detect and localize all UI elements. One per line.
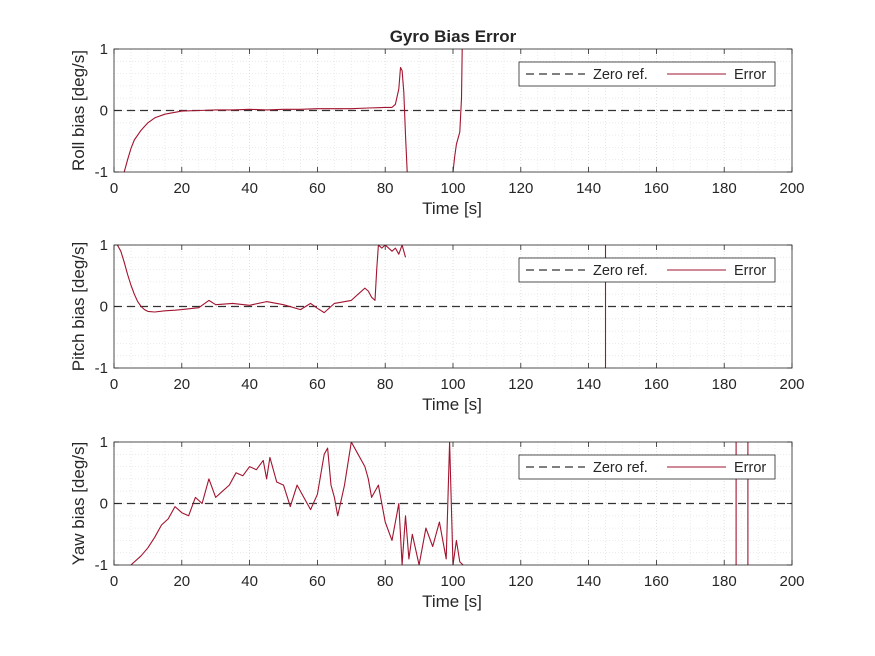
x-axis-label: Time [s]: [422, 592, 482, 611]
legend: Zero ref. Error: [518, 61, 776, 87]
y-axis-label: Roll bias [deg/s]: [69, 50, 88, 171]
x-tick-label: 40: [241, 573, 258, 590]
x-tick-label: 160: [644, 573, 669, 590]
y-tick-label: -1: [95, 557, 108, 574]
x-tick-label: 80: [377, 180, 394, 197]
x-tick-label: 40: [241, 180, 258, 197]
x-tick-label: 100: [440, 573, 465, 590]
series-group: [114, 49, 792, 172]
legend-label-zero-ref: Zero ref.: [593, 263, 648, 279]
y-tick-label: 0: [100, 496, 108, 513]
x-tick-label: 60: [309, 180, 326, 197]
y-tick-label: -1: [95, 164, 108, 181]
x-tick-label: 200: [779, 180, 804, 197]
x-tick-label: 60: [309, 573, 326, 590]
figure-title: Gyro Bias Error: [390, 27, 517, 46]
legend-box: [518, 454, 776, 480]
legend-label-error: Error: [734, 67, 766, 83]
x-axis-label: Time [s]: [422, 199, 482, 218]
x-tick-label: 20: [173, 376, 190, 393]
y-tick-label: 1: [100, 434, 108, 451]
legend-box: [518, 61, 776, 87]
legend-label-error: Error: [734, 460, 766, 476]
x-tick-label: 180: [712, 376, 737, 393]
x-tick-label: 80: [377, 376, 394, 393]
x-tick-label: 180: [712, 180, 737, 197]
y-axis-label: Yaw bias [deg/s]: [69, 442, 88, 565]
error-line-segment-1: [123, 66, 408, 172]
y-tick-label: 1: [100, 41, 108, 58]
x-tick-label: 100: [440, 180, 465, 197]
y-tick-label: -1: [95, 360, 108, 377]
x-tick-label: 0: [110, 376, 118, 393]
y-tick-label: 0: [100, 103, 108, 120]
x-tick-label: 100: [440, 376, 465, 393]
legend-label-error: Error: [734, 263, 766, 279]
x-tick-label: 40: [241, 376, 258, 393]
x-tick-label: 0: [110, 573, 118, 590]
error-line-segment-1: [116, 245, 407, 314]
legend: Zero ref. Error: [518, 257, 776, 283]
x-tick-label: 20: [173, 180, 190, 197]
x-axis-label: Time [s]: [422, 395, 482, 414]
x-tick-label: 200: [779, 573, 804, 590]
y-tick-label: 0: [100, 299, 108, 316]
x-tick-label: 160: [644, 376, 669, 393]
legend-label-zero-ref: Zero ref.: [593, 460, 648, 476]
legend: Zero ref. Error: [518, 454, 776, 480]
y-tick-label: 1: [100, 237, 108, 254]
x-tick-label: 140: [576, 573, 601, 590]
x-tick-label: 160: [644, 180, 669, 197]
x-tick-label: 20: [173, 573, 190, 590]
x-tick-label: 140: [576, 376, 601, 393]
error-line-segment-1: [130, 442, 464, 565]
x-tick-label: 200: [779, 376, 804, 393]
x-tick-label: 120: [508, 376, 533, 393]
y-axis-label: Pitch bias [deg/s]: [69, 242, 88, 371]
legend-label-zero-ref: Zero ref.: [593, 67, 648, 83]
x-tick-label: 120: [508, 180, 533, 197]
x-tick-label: 140: [576, 180, 601, 197]
x-tick-label: 80: [377, 573, 394, 590]
error-line-segment-2: [452, 49, 463, 172]
x-tick-label: 0: [110, 180, 118, 197]
x-tick-label: 60: [309, 376, 326, 393]
x-tick-label: 120: [508, 573, 533, 590]
legend-box: [518, 257, 776, 283]
x-tick-label: 180: [712, 573, 737, 590]
